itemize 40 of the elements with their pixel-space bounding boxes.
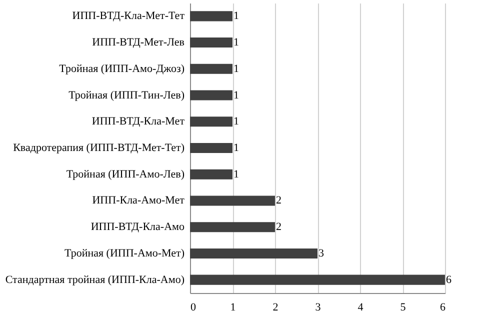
data-label: 1	[234, 10, 239, 22]
x-tick-label: 2	[272, 302, 278, 314]
data-label: 2	[276, 221, 282, 234]
data-label: 1	[234, 168, 239, 180]
x-tick-label: 6	[440, 302, 446, 314]
y-tick-label: Тройная (ИПП-Амо-Лев)	[66, 168, 185, 180]
data-label: 1	[234, 142, 239, 154]
bar	[190, 90, 232, 100]
data-label: 2	[276, 194, 282, 207]
y-tick-label: ИПП-ВТД-Кла-Амо	[90, 221, 185, 234]
data-label: 1	[234, 62, 239, 75]
bar	[190, 169, 232, 180]
y-tick-label: Стандартная тройная (ИПП-Кла-Амо)	[5, 274, 185, 286]
x-tick-label: 1	[230, 302, 236, 314]
bar	[190, 38, 232, 48]
bar	[190, 274, 445, 285]
bar	[190, 196, 275, 206]
x-tick-label: 5	[400, 302, 406, 314]
y-tick-label: Тройная (ИПП-Тин-Лев)	[68, 89, 185, 102]
y-tick-label: Квадротерапия (ИПП-ВТД-Мет-Тет)	[13, 142, 185, 154]
data-label: 3	[318, 247, 324, 260]
bar	[190, 11, 232, 22]
data-label: 1	[234, 116, 239, 128]
y-tick-label: Тройная (ИПП-Амо-Мет)	[64, 247, 185, 260]
y-tick-label: ИПП-ВТД-Мет-Лев	[92, 36, 184, 49]
y-tick-label: ИПП-ВТД-Кла-Мет-Тет	[72, 10, 185, 22]
bar	[190, 248, 318, 258]
data-label: 6	[446, 274, 452, 286]
y-tick-label: Тройная (ИПП-Амо-Джоз)	[59, 62, 185, 75]
data-label: 1	[234, 36, 239, 49]
bar	[190, 64, 232, 74]
y-tick-label: ИПП-Кла-Амо-Мет	[92, 194, 185, 207]
data-label: 1	[234, 89, 239, 102]
bar	[190, 222, 275, 232]
x-tick-label: 3	[315, 302, 322, 314]
bar	[190, 142, 232, 154]
bar	[190, 116, 232, 127]
x-tick-label: 4	[358, 302, 364, 314]
y-tick-label: ИПП-ВТД-Кла-Мет	[92, 116, 185, 128]
x-tick-label: 0	[190, 302, 196, 314]
